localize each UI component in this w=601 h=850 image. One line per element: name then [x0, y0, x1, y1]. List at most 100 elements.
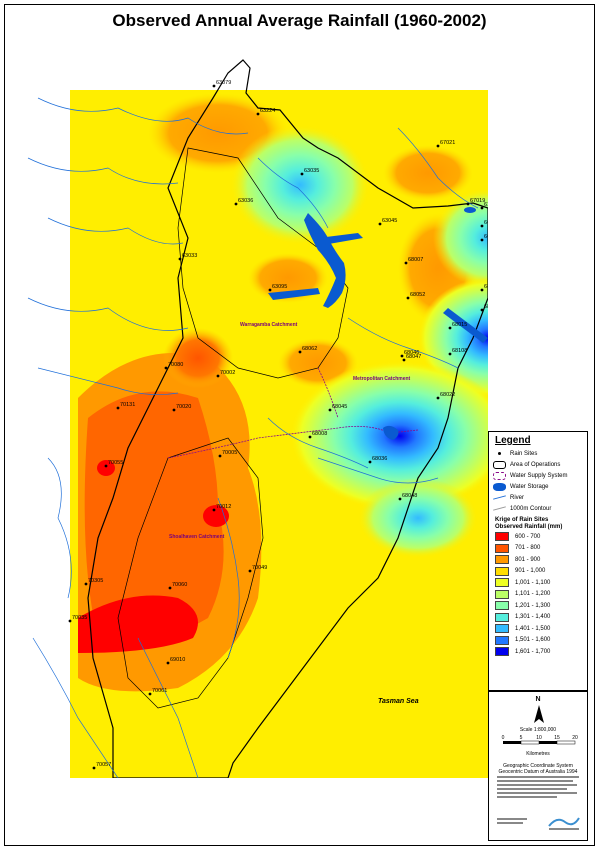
legend-title: Legend [495, 435, 531, 446]
rain-site-label: 70002 [220, 370, 235, 376]
legend-panel: Legend Rain Sites Area of Operations Wat… [488, 431, 588, 691]
rain-site-label: 68108 [452, 348, 467, 354]
rainfall-map[interactable]: Warragamba Catchment Metropolitan Catchm… [18, 38, 488, 778]
map-title: Observed Annual Average Rainfall (1960-2… [112, 11, 487, 30]
rain-site-marker[interactable] [368, 460, 372, 464]
rain-site-marker[interactable] [436, 144, 440, 148]
rainfall-class: 801 - 900 [495, 554, 587, 566]
rain-site-label: 70049 [252, 565, 267, 571]
rain-site-marker[interactable] [308, 435, 312, 439]
rain-site-label: 70055 [108, 460, 123, 466]
legend-label: 1000m Contour [510, 505, 552, 512]
rainfall-class: 1,501 - 1,600 [495, 635, 587, 647]
rain-site-marker[interactable] [480, 224, 484, 228]
rain-site-marker[interactable] [68, 619, 72, 623]
rain-site-marker[interactable] [298, 350, 302, 354]
rain-site-marker[interactable] [104, 464, 108, 468]
rain-site-label: 63224 [260, 108, 275, 114]
rain-site-marker[interactable] [234, 202, 238, 206]
rain-site-marker[interactable] [256, 112, 260, 116]
rain-site-label: 70012 [216, 504, 231, 510]
rain-site-marker[interactable] [480, 308, 484, 312]
area-of-operations-boundary [87, 59, 488, 778]
rain-site-label: 66050 [484, 220, 488, 226]
class-label: 1,201 - 1,300 [515, 602, 551, 609]
credit-text [497, 818, 527, 820]
rain-site-marker[interactable] [466, 202, 470, 206]
area-outline-icon [493, 460, 506, 469]
rain-site-marker[interactable] [300, 172, 304, 176]
rain-site-marker[interactable] [398, 497, 402, 501]
class-label: 901 - 1,000 [515, 568, 546, 575]
rain-site-marker[interactable] [84, 582, 88, 586]
rain-site-marker[interactable] [268, 288, 272, 292]
rain-site-label: 68015 [452, 322, 467, 328]
disclaimer-text [497, 776, 579, 778]
rain-site-marker[interactable] [406, 296, 410, 300]
rain-site-marker[interactable] [400, 354, 404, 358]
rain-site-marker[interactable] [480, 238, 484, 242]
rain-site-marker[interactable] [148, 692, 152, 696]
crs-line-2: Geocentric Datum of Australia 1994 [498, 769, 578, 775]
legend-label: Water Supply System [510, 472, 568, 479]
rain-site-label: 63035 [304, 168, 319, 174]
rain-site-label: 68007 [408, 257, 423, 263]
rain-site-label: 68062 [302, 346, 317, 352]
rainfall-class: 1,101 - 1,200 [495, 589, 587, 601]
credit-text [497, 822, 523, 824]
rain-site-label: 70305 [88, 578, 103, 584]
rain-site-label: 61131 [484, 202, 488, 208]
class-swatch [495, 635, 509, 645]
rain-site-marker[interactable] [218, 454, 222, 458]
class-label: 1,101 - 1,200 [515, 591, 551, 598]
legend-label: River [510, 494, 525, 501]
rainfall-classes: 600 - 700 701 - 800 801 - 900 901 - 1,000 1,… [489, 531, 587, 658]
rain-site-marker[interactable] [448, 352, 452, 356]
rain-site-marker[interactable] [436, 396, 440, 400]
river-icon [493, 494, 506, 502]
shoalhaven-catchment-boundary [117, 437, 264, 709]
rain-site-marker[interactable] [448, 326, 452, 330]
rain-site-marker[interactable] [328, 408, 332, 412]
rain-site-label: 68052 [410, 292, 425, 298]
rain-site-marker[interactable] [212, 84, 216, 88]
rain-site-marker[interactable] [402, 358, 406, 362]
rain-site-marker[interactable] [168, 586, 172, 590]
class-swatch [495, 543, 509, 553]
rain-site-marker[interactable] [212, 508, 216, 512]
water-supply-icon [493, 471, 506, 480]
rain-site-marker[interactable] [172, 408, 176, 412]
rain-site-label: 68008 [312, 431, 327, 437]
rainfall-class: 1,301 - 1,400 [495, 612, 587, 624]
class-swatch [495, 578, 509, 588]
dot-icon [493, 450, 506, 458]
class-swatch [495, 532, 509, 542]
rain-site-marker[interactable] [480, 288, 484, 292]
rain-site-label: 70061 [152, 688, 167, 694]
rain-site-marker[interactable] [216, 374, 220, 378]
rain-site-marker[interactable] [248, 569, 252, 573]
class-label: 600 - 700 [515, 533, 541, 540]
rain-site-label: 69010 [170, 657, 185, 663]
rainfall-class: 1,201 - 1,300 [495, 600, 587, 612]
rain-site-marker[interactable] [116, 406, 120, 410]
class-swatch [495, 647, 509, 657]
legend-item-contour: 1000m Contour [493, 503, 587, 514]
disclaimer-text [497, 792, 577, 794]
rain-site-marker[interactable] [92, 766, 96, 770]
class-swatch [495, 589, 509, 599]
rain-site-marker[interactable] [378, 222, 382, 226]
rain-site-label: 68052 [484, 284, 488, 290]
disclaimer-text [497, 784, 577, 786]
krige-title: Krige of Rain Sites [495, 517, 549, 523]
class-label: 1,001 - 1,100 [515, 579, 551, 586]
scale-tick: 5 [520, 735, 523, 741]
water-storages [268, 207, 488, 440]
rain-site-marker[interactable] [166, 661, 170, 665]
crs-line-1: Geographic Coordinate System [503, 763, 573, 769]
rain-site-marker[interactable] [404, 261, 408, 265]
rain-site-label: 67019 [470, 198, 485, 204]
rain-site-marker[interactable] [164, 366, 168, 370]
rain-site-marker[interactable] [480, 206, 484, 210]
rain-site-marker[interactable] [178, 257, 182, 261]
